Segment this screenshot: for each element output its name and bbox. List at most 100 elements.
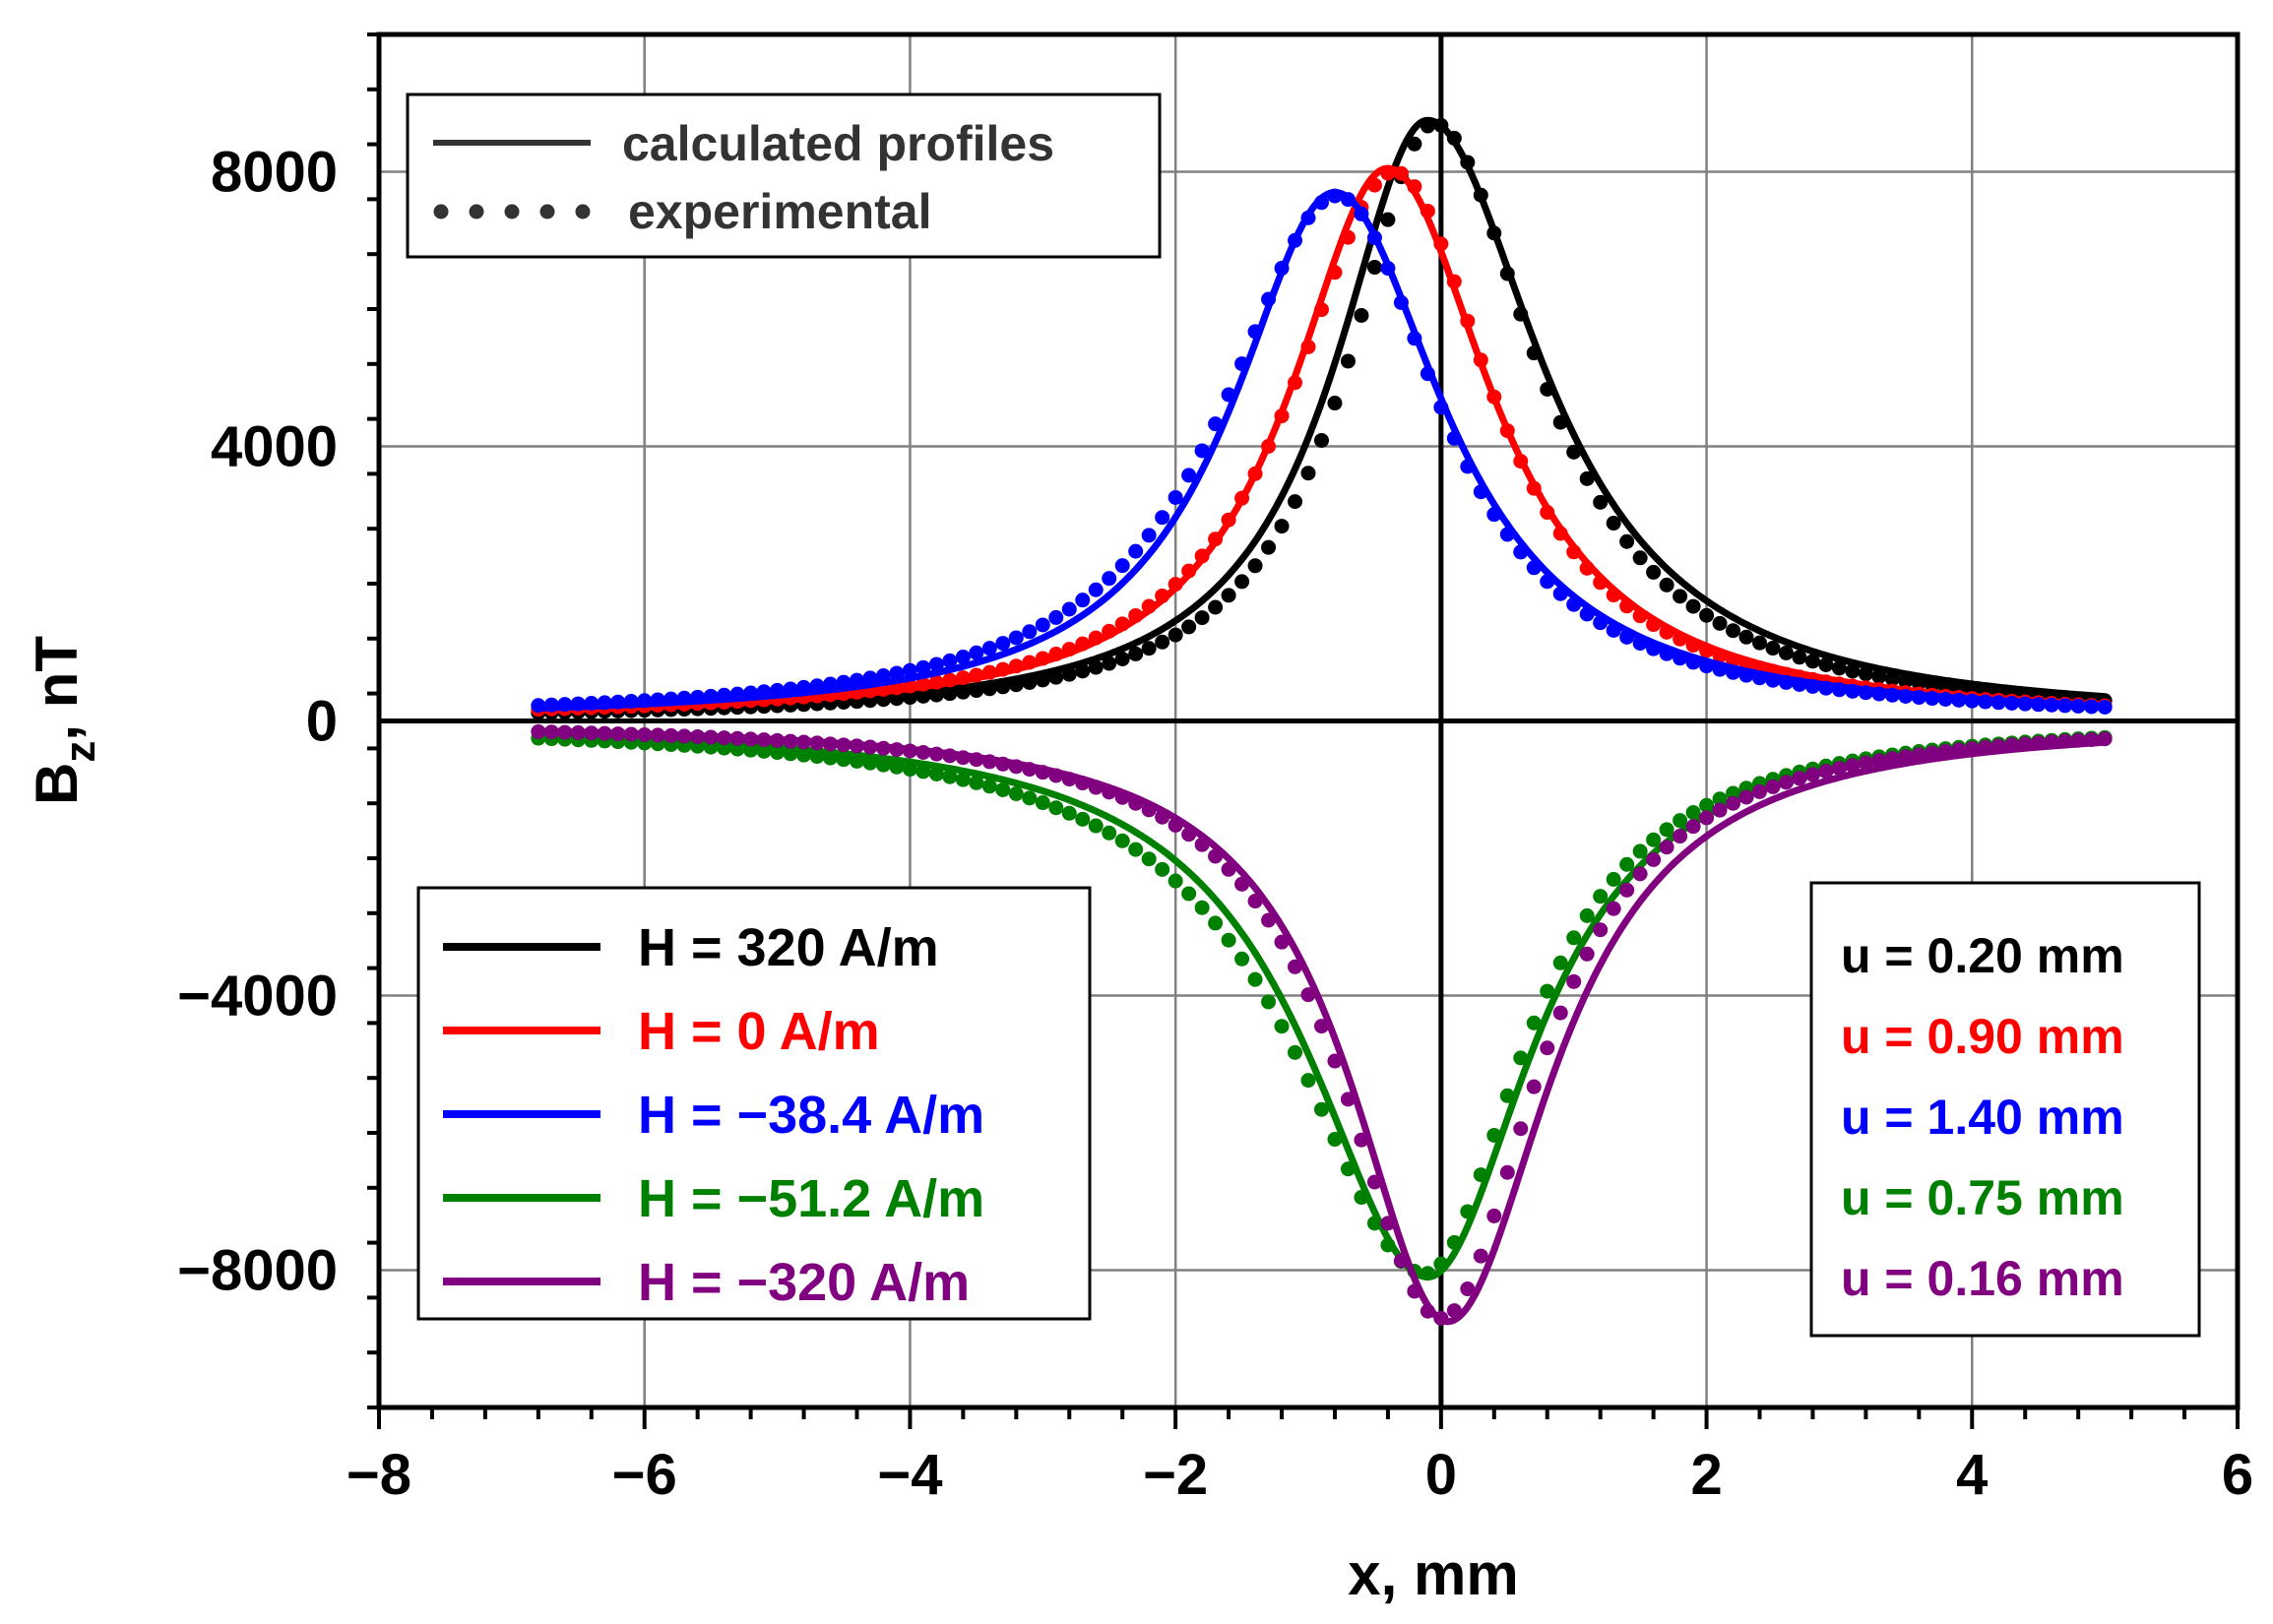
- experimental-point: [1606, 901, 1621, 916]
- experimental-point: [1354, 307, 1369, 323]
- x-axis-title: x, mm: [1348, 1541, 1518, 1607]
- experimental-point: [1274, 1019, 1290, 1034]
- experimental-point: [1659, 822, 1674, 838]
- experimental-point: [1513, 1050, 1529, 1066]
- y-tick-label: 0: [306, 690, 338, 754]
- experimental-point: [1313, 432, 1329, 448]
- experimental-point: [1407, 136, 1422, 152]
- experimental-point: [1778, 775, 1794, 790]
- experimental-point: [1632, 866, 1648, 882]
- experimental-point: [1858, 666, 1873, 682]
- series-layer: [531, 116, 2113, 1326]
- experimental-point: [1128, 842, 1144, 857]
- experimental-point: [1726, 795, 1741, 811]
- experimental-point: [1593, 922, 1609, 938]
- experimental-point: [1114, 651, 1130, 666]
- experimental-point: [969, 645, 984, 660]
- experimental-point: [1726, 623, 1741, 639]
- experimental-point: [955, 772, 971, 787]
- experimental-point: [1088, 582, 1104, 597]
- experimental-point: [1593, 889, 1609, 905]
- experimental-point: [1141, 528, 1157, 543]
- experimental-point: [1048, 609, 1064, 625]
- experimental-point: [928, 656, 944, 672]
- experimental-point: [1327, 396, 1343, 411]
- experimental-point: [1194, 900, 1210, 915]
- experimental-point: [981, 641, 997, 656]
- experimental-point: [1168, 627, 1183, 643]
- plot-frame: [376, 31, 2241, 1410]
- style-legend: calculated profiles experimental: [406, 93, 1162, 259]
- x-tick-label: 0: [1425, 1443, 1457, 1507]
- experimental-point: [1699, 607, 1715, 623]
- experimental-point: [1818, 656, 1834, 672]
- experimental-point: [1738, 789, 1754, 805]
- u-legend-box: [1809, 881, 2201, 1338]
- experimental-point: [1778, 645, 1794, 660]
- experimental-point: [1606, 516, 1621, 531]
- experimental-point: [1261, 994, 1277, 1010]
- experimental-point: [942, 769, 958, 784]
- experimental-point: [1247, 971, 1263, 987]
- experimental-point: [1088, 659, 1104, 675]
- series-legend-label: H = 0 A/m: [638, 1002, 880, 1061]
- experimental-point: [1194, 443, 1210, 459]
- experimental-point: [1712, 791, 1728, 807]
- x-tick-label: −8: [347, 1443, 411, 1507]
- legend-dot: [433, 204, 449, 219]
- experimental-point: [1540, 1040, 1555, 1056]
- experimental-point: [1194, 610, 1210, 626]
- legend-dot: [504, 204, 520, 219]
- experimental-point: [1526, 1079, 1542, 1094]
- experimental-point: [1075, 593, 1091, 608]
- experimental-point: [1128, 543, 1144, 559]
- x-tick-label: 4: [1956, 1443, 1988, 1507]
- experimental-point: [1673, 813, 1688, 829]
- experimental-point: [1114, 558, 1130, 574]
- experimental-point: [1141, 641, 1157, 656]
- experimental-point: [1858, 755, 1873, 771]
- experimental-point: [1818, 764, 1834, 780]
- experimental-point: [1566, 973, 1582, 989]
- x-tick-label: −6: [612, 1443, 677, 1507]
- series-legend-label: H = −320 A/m: [638, 1253, 970, 1312]
- experimental-point: [1619, 882, 1635, 898]
- experimental-point: [1619, 856, 1635, 872]
- experimental-point: [1765, 779, 1781, 794]
- y-tick-label: 8000: [211, 141, 338, 205]
- experimental-point: [942, 653, 958, 668]
- experimental-point: [1552, 955, 1568, 970]
- x-tick-label: −4: [877, 1443, 942, 1507]
- u-legend-label: u = 0.20 mm: [1841, 928, 2124, 983]
- experimental-point: [1102, 656, 1117, 671]
- experimental-point: [1685, 598, 1701, 614]
- experimental-point: [1181, 468, 1197, 483]
- experimental-point: [969, 775, 984, 790]
- legend-dot: [539, 204, 555, 219]
- x-tick-label: −2: [1143, 1443, 1208, 1507]
- experimental-point: [1646, 564, 1662, 580]
- experimental-point: [1088, 818, 1104, 834]
- experimental-point: [1288, 1044, 1303, 1060]
- experimental-point: [1499, 1164, 1515, 1180]
- experimental-point: [1804, 654, 1820, 669]
- u-legend-label: u = 0.16 mm: [1841, 1251, 2124, 1306]
- experimental-point: [1102, 825, 1117, 841]
- experimental-point: [1712, 802, 1728, 818]
- experimental-point: [1008, 785, 1024, 801]
- experimental-point: [1566, 930, 1582, 946]
- u-legend-label: u = 0.90 mm: [1841, 1009, 2124, 1064]
- experimental-point: [1579, 470, 1595, 486]
- experimental-point: [1473, 1248, 1488, 1264]
- experimental-point: [1831, 660, 1847, 676]
- experimental-point: [1685, 819, 1701, 835]
- calculated-line: [537, 164, 2106, 715]
- experimental-point: [1075, 811, 1091, 827]
- experimental-point: [1168, 489, 1183, 505]
- y-axis-title: Bz, nT: [24, 636, 104, 805]
- experimental-point: [1646, 832, 1662, 847]
- experimental-point: [1102, 571, 1117, 587]
- u-legend-label: u = 1.40 mm: [1841, 1090, 2124, 1145]
- zero-axes: [379, 34, 2238, 1407]
